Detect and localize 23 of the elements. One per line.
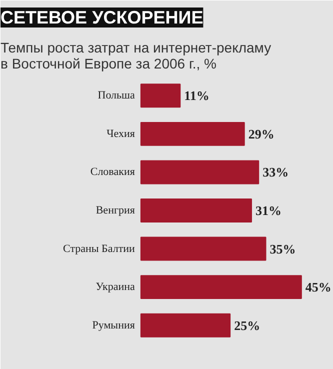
data-label: 33% <box>262 164 289 180</box>
bar <box>140 160 260 184</box>
bar <box>140 198 252 222</box>
bar <box>140 84 181 108</box>
chart-title: СЕТЕВОЕ УСКОРЕНИЕ <box>0 8 204 28</box>
chart-subtitle: Темпы роста затрат на интернет-рекламу в Восточной Европе за 2006 г., % <box>0 40 272 72</box>
y-tick-label: Польша <box>98 90 136 102</box>
data-label: 45% <box>305 280 332 295</box>
y-tick-label: Украина <box>96 281 136 294</box>
y-tick-label: Венгрия <box>96 204 135 216</box>
data-label: 25% <box>234 318 260 333</box>
bar <box>140 236 266 261</box>
bar <box>140 313 231 338</box>
y-tick-label: Румыния <box>92 319 135 332</box>
data-label: 29% <box>248 126 274 142</box>
y-tick-label: Словакия <box>90 166 135 178</box>
data-label: 31% <box>255 203 282 218</box>
data-label: 11% <box>184 88 210 104</box>
data-label: 35% <box>270 241 296 256</box>
bar <box>140 275 302 300</box>
y-tick-label: Страны Балтии <box>63 242 136 255</box>
y-tick-label: Чехия <box>106 128 135 140</box>
bar <box>140 122 245 146</box>
